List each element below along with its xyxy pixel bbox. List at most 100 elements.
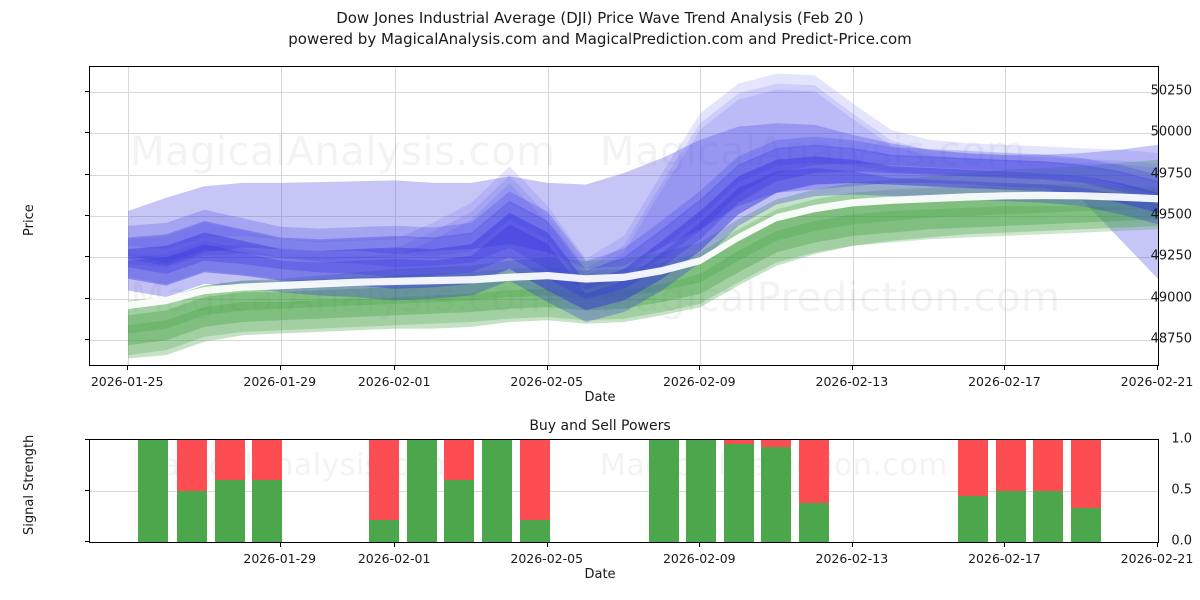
power-chart-title: Buy and Sell Powers [529,418,671,434]
price-x-tick: 2026-02-05 [510,374,584,389]
price-y-tickmark [85,339,89,341]
power-x-tick: 2026-02-05 [510,551,584,566]
buy-power-segment [138,440,168,542]
gridline-h [90,257,1158,259]
blue-inner-band [128,156,1158,311]
price-x-tickmark [1004,366,1006,370]
power-x-tick: 2026-02-09 [662,551,736,566]
price-y-tickmark [85,173,89,175]
signal-bar[interactable] [138,440,168,542]
signal-bar[interactable] [996,440,1026,542]
power-x-tick: 2026-02-13 [815,551,889,566]
power-x-tickmark [279,543,281,547]
sell-power-segment [369,440,399,520]
blue-spike-band-a [128,73,1158,273]
green-inner-band-c [128,206,1158,356]
buy-power-segment [444,479,474,542]
chart-title-block: Dow Jones Industrial Average (DJI) Price… [0,8,1200,50]
signal-bar[interactable] [799,440,829,542]
price-x-tick: 2026-01-29 [243,374,317,389]
signal-bar[interactable] [215,440,245,542]
power-x-tickmark [699,543,701,547]
price-x-tick: 2026-02-09 [662,374,736,389]
price-x-tick: 2026-02-01 [357,374,431,389]
signal-bar[interactable] [252,440,282,542]
buy-power-segment [407,440,437,542]
price-y-tickmark [85,297,89,299]
price-x-tick: 2026-01-25 [90,374,164,389]
gridline-h [90,133,1158,135]
signal-bar[interactable] [1071,440,1101,542]
power-y-tickmark [85,541,89,542]
power-y-tick: 0.5 [1171,482,1192,498]
buy-power-segment [369,519,399,542]
blue-outer-band [128,123,1158,279]
power-x-tickmark [1004,543,1006,547]
power-axis-x-title: Date [584,567,616,582]
power-x-tick: 2026-02-21 [1120,551,1194,566]
sell-power-segment [724,440,754,445]
price-axis-x-title: Date [584,390,616,405]
power-x-tick: 2026-02-01 [357,551,431,566]
signal-bar[interactable] [1033,440,1063,542]
price-x-tickmark [1157,366,1158,370]
buy-power-segment [215,479,245,542]
sell-power-segment [444,440,474,480]
signal-bar[interactable] [444,440,474,542]
signal-bar[interactable] [958,440,988,542]
buy-power-segment [799,503,829,542]
signal-bar[interactable] [724,440,754,542]
price-chart-plot-area[interactable]: MagicalAnalysis.com MagicalAnalysis.com … [89,66,1159,366]
price-x-tickmark [279,366,281,370]
sell-power-segment [761,440,791,448]
sell-power-segment [252,440,282,480]
signal-bar[interactable] [520,440,550,542]
buy-power-segment [996,491,1026,542]
price-y-tick: 49000 [1150,290,1192,306]
sell-power-segment [958,440,988,497]
signal-bar[interactable] [482,440,512,542]
blue-inner-band-d [128,136,1158,290]
power-x-tickmark [851,543,853,547]
price-y-tick: 48750 [1150,331,1192,347]
power-x-tick: 2026-02-17 [968,551,1041,566]
buy-power-segment [686,440,716,542]
signal-bar[interactable] [407,440,437,542]
buy-power-segment [252,479,282,542]
sell-power-segment [1071,440,1101,509]
power-x-tick: 2026-01-29 [243,551,317,566]
signal-bar[interactable] [369,440,399,542]
price-y-tickmark [85,256,89,258]
signal-bar[interactable] [686,440,716,542]
buy-power-segment [482,440,512,542]
green-inner-band-b [128,184,1158,334]
buy-power-segment [177,491,207,542]
sell-power-segment [520,440,550,520]
green-inner-band [128,196,1158,346]
sell-power-segment [996,440,1026,491]
price-y-tick: 49250 [1150,248,1192,264]
gridline-h [90,340,1158,342]
power-x-tickmark [1157,543,1158,547]
signal-bar[interactable] [761,440,791,542]
signal-bar[interactable] [649,440,679,542]
sell-power-segment [1033,440,1063,491]
blue-spike-band-c [128,83,1158,310]
page-title: Dow Jones Industrial Average (DJI) Price… [336,9,864,27]
page-subtitle: powered by MagicalAnalysis.com and Magic… [288,30,912,48]
price-wave-bands [128,73,1158,359]
buy-power-segment [761,447,791,542]
blue-inner-band-b [128,144,1158,299]
sell-power-segment [215,440,245,480]
price-y-tick-labels [0,66,82,366]
blue-spike-band-b [128,89,1158,289]
power-y-tickmark [85,490,89,491]
price-axis-y-title: Price [22,204,37,236]
signal-bar[interactable] [177,440,207,542]
price-y-tick: 49750 [1150,166,1192,182]
price-x-tickmark [851,366,853,370]
power-chart-plot-area[interactable]: MagicalAnalysis.com MagicalPrediction.co… [89,439,1159,543]
price-x-tickmark [394,366,396,370]
price-y-tick: 50250 [1150,83,1192,99]
price-y-tick: 50000 [1150,124,1192,140]
